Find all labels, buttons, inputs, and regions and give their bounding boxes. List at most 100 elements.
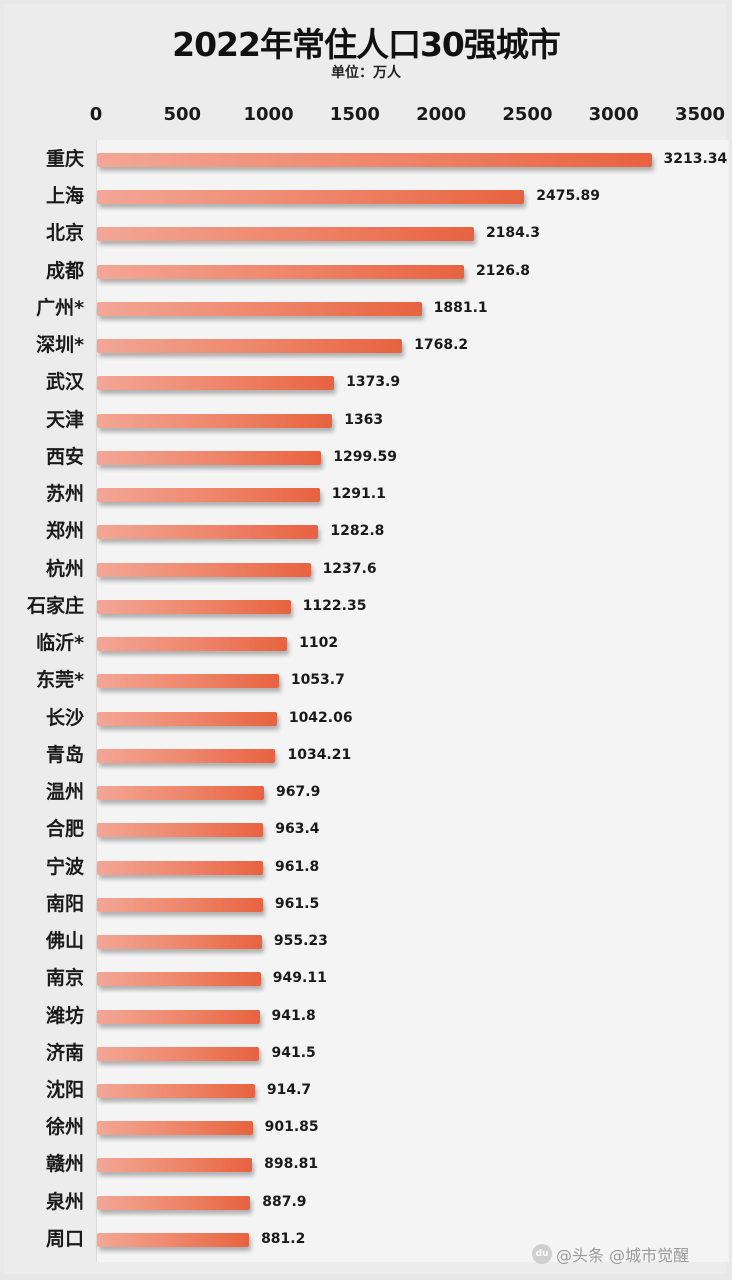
bar-row: 成都 2126.8 bbox=[0, 253, 732, 290]
bar-row: 沈阳 914.7 bbox=[0, 1072, 732, 1109]
bar-row: 重庆 3213.34 bbox=[0, 141, 732, 178]
chart-subtitle: 单位：万人 bbox=[331, 65, 401, 81]
population-bar bbox=[97, 339, 403, 354]
population-bar bbox=[97, 860, 263, 875]
value-label: 1237.6 bbox=[322, 560, 377, 577]
value-label: 881.2 bbox=[261, 1230, 306, 1247]
bar-row: 周口 881.2 bbox=[0, 1221, 732, 1258]
city-label: 天津 bbox=[45, 408, 84, 431]
city-label: 重庆 bbox=[45, 148, 84, 170]
x-tick-label: 500 bbox=[163, 104, 202, 125]
city-label: 深圳* bbox=[36, 334, 84, 357]
value-label: 961.8 bbox=[274, 858, 320, 875]
city-label: 合肥 bbox=[45, 818, 84, 841]
watermark-text: @头条 @城市觉醒 bbox=[556, 1246, 690, 1265]
bar-row: 济南 941.5 bbox=[0, 1035, 732, 1072]
value-label: 949.11 bbox=[272, 970, 327, 987]
bar-row: 武汉 1373.9 bbox=[0, 364, 732, 401]
value-label: 914.7 bbox=[266, 1082, 312, 1098]
value-label: 1299.59 bbox=[333, 448, 398, 465]
city-label: 济南 bbox=[45, 1041, 84, 1064]
value-label: 2126.8 bbox=[476, 262, 531, 279]
population-bar bbox=[97, 786, 265, 801]
population-bar bbox=[97, 376, 335, 391]
population-bar bbox=[97, 823, 264, 838]
city-label: 石家庄 bbox=[26, 594, 84, 617]
bar-row: 南阳 961.5 bbox=[0, 886, 732, 923]
population-bar bbox=[97, 190, 525, 205]
city-label: 北京 bbox=[45, 222, 84, 245]
bar-row: 郑州 1282.8 bbox=[0, 513, 732, 550]
value-label: 2184.3 bbox=[485, 225, 540, 242]
population-bar bbox=[97, 1195, 251, 1210]
city-label: 沈阳 bbox=[45, 1079, 84, 1101]
bar-row: 北京 2184.3 bbox=[0, 215, 732, 252]
value-label: 3213.34 bbox=[663, 151, 728, 167]
population-bar bbox=[97, 413, 333, 428]
value-label: 898.81 bbox=[264, 1156, 319, 1173]
bar-row: 青岛 1034.21 bbox=[0, 737, 732, 774]
bar-row: 西安 1299.59 bbox=[0, 439, 732, 476]
population-bar bbox=[97, 1158, 253, 1173]
population-bar bbox=[97, 562, 311, 577]
value-label: 941.8 bbox=[271, 1007, 316, 1024]
value-label: 961.5 bbox=[274, 895, 320, 912]
city-label: 成都 bbox=[45, 259, 84, 282]
population-bar bbox=[97, 1084, 255, 1098]
city-label: 武汉 bbox=[45, 371, 84, 394]
value-label: 1102 bbox=[299, 635, 339, 652]
population-bar bbox=[97, 599, 291, 614]
population-bar bbox=[97, 227, 474, 242]
bar-row: 广州* 1881.1 bbox=[0, 290, 732, 327]
value-label: 955.23 bbox=[273, 933, 328, 950]
city-label: 南阳 bbox=[45, 892, 84, 915]
x-tick-label: 3000 bbox=[588, 104, 639, 125]
x-tick-label: 3500 bbox=[674, 104, 726, 125]
value-label: 1122.35 bbox=[302, 597, 367, 614]
bar-row: 温州 967.9 bbox=[0, 774, 732, 811]
bar-row: 徐州 901.85 bbox=[0, 1109, 732, 1146]
population-bar bbox=[97, 153, 652, 167]
x-tick-label: 1000 bbox=[243, 104, 294, 125]
bar-row: 石家庄 1122.35 bbox=[0, 588, 732, 625]
bar-row: 上海 2475.89 bbox=[0, 178, 732, 215]
city-label: 苏州 bbox=[45, 483, 84, 506]
value-label: 887.9 bbox=[262, 1193, 307, 1210]
city-label: 宁波 bbox=[45, 855, 84, 878]
population-bar bbox=[97, 488, 320, 503]
population-bar bbox=[97, 1121, 253, 1136]
city-label: 西安 bbox=[45, 445, 84, 468]
bar-row: 深圳* 1768.2 bbox=[0, 327, 732, 364]
bar-row: 苏州 1291.1 bbox=[0, 476, 732, 513]
population-bar bbox=[97, 711, 277, 726]
bar-row: 合肥 963.4 bbox=[0, 811, 732, 848]
city-label: 潍坊 bbox=[45, 1004, 84, 1027]
population-bar bbox=[97, 897, 263, 912]
value-label: 1881.1 bbox=[433, 299, 488, 316]
city-label: 东莞* bbox=[36, 669, 84, 692]
population-bar bbox=[97, 450, 322, 465]
city-label: 临沂* bbox=[36, 632, 84, 655]
bar-row: 东莞* 1053.7 bbox=[0, 662, 732, 699]
city-label: 赣州 bbox=[45, 1153, 84, 1176]
bar-row: 天津 1363 bbox=[0, 402, 732, 439]
value-label: 1282.8 bbox=[330, 523, 385, 540]
population-bar bbox=[97, 972, 261, 987]
city-label: 青岛 bbox=[45, 743, 84, 766]
value-label: 963.4 bbox=[275, 821, 320, 838]
bar-row: 潍坊 941.8 bbox=[0, 998, 732, 1035]
value-label: 1363 bbox=[344, 411, 384, 428]
city-label: 温州 bbox=[45, 781, 84, 804]
value-label: 2475.89 bbox=[536, 188, 601, 205]
city-label: 佛山 bbox=[45, 930, 84, 953]
x-tick-label: 0 bbox=[89, 104, 103, 125]
population-bar bbox=[97, 637, 288, 652]
city-label: 杭州 bbox=[45, 557, 84, 580]
city-label: 南京 bbox=[45, 967, 84, 990]
bar-row: 杭州 1237.6 bbox=[0, 551, 732, 588]
value-label: 1373.9 bbox=[346, 374, 401, 391]
bar-row: 佛山 955.23 bbox=[0, 923, 732, 960]
value-label: 1053.7 bbox=[290, 672, 345, 689]
value-label: 1042.06 bbox=[288, 709, 353, 726]
population-bar bbox=[97, 1009, 260, 1024]
